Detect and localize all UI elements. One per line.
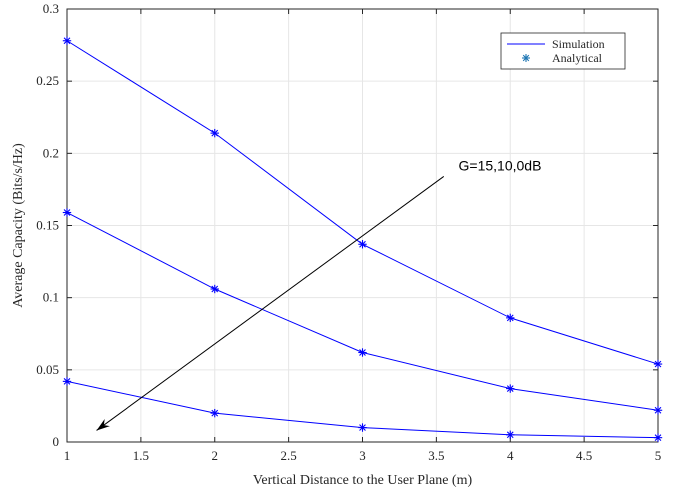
x-tick-label: 1 <box>64 448 71 463</box>
y-tick-label: 0.2 <box>43 145 59 160</box>
data-point <box>210 128 219 138</box>
data-point <box>210 408 219 418</box>
data-point <box>358 240 367 249</box>
y-tick-label: 0.05 <box>36 362 59 377</box>
y-tick-label: 0.15 <box>36 218 59 233</box>
x-axis-label: Vertical Distance to the User Plane (m) <box>253 473 473 488</box>
data-point <box>358 423 367 432</box>
series-1 <box>62 36 663 369</box>
x-tick-label: 2.5 <box>281 448 297 463</box>
data-point <box>506 313 515 323</box>
data-point <box>653 359 663 369</box>
annotation: G=15,10,0dB <box>96 158 542 431</box>
data-point <box>62 377 72 386</box>
data-point <box>506 430 515 439</box>
tick-marks: 1 1.5 2 2.5 3 3.5 4 4.5 5 0 0.05 0.1 0.15 0.2 0.25 0.3 <box>36 1 661 463</box>
data-point <box>653 433 663 442</box>
y-axis-label: Average Capacity (Bits/s/Hz) <box>11 143 26 308</box>
x-tick-label: 4.5 <box>576 448 592 463</box>
x-tick-label: 3.5 <box>428 448 444 463</box>
x-tick-label: 4 <box>507 448 514 463</box>
x-tick-label: 3 <box>359 448 366 463</box>
y-tick-label: 0.25 <box>36 73 59 88</box>
legend-label: Analytical <box>552 51 603 65</box>
annotation-text: G=15,10,0dB <box>459 158 542 174</box>
data-point <box>358 348 367 357</box>
annotation-arrowhead <box>96 419 110 431</box>
legend-label: Simulation <box>552 37 605 51</box>
x-tick-label: 1.5 <box>133 448 149 463</box>
grid-lines <box>66 8 659 443</box>
data-point <box>506 384 515 393</box>
x-tick-label: 2 <box>212 448 219 463</box>
data-point <box>210 284 219 294</box>
x-tick-label: 5 <box>655 448 662 463</box>
series-3 <box>62 377 663 442</box>
series-2 <box>62 208 663 415</box>
legend-box <box>500 32 626 70</box>
data-point <box>62 36 72 45</box>
y-tick-label: 0.3 <box>43 1 59 16</box>
data-point <box>653 406 663 415</box>
annotation-arrow <box>96 176 445 431</box>
y-tick-label: 0.1 <box>43 290 59 305</box>
y-tick-label: 0 <box>53 434 60 449</box>
data-point <box>62 208 72 217</box>
legend-asterisk-swatch <box>522 54 530 62</box>
